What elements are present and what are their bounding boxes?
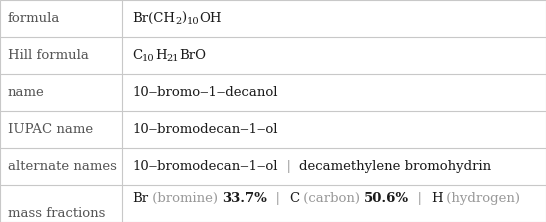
Text: 10‒bromo‒1‒decanol: 10‒bromo‒1‒decanol xyxy=(132,86,277,99)
Text: 10: 10 xyxy=(186,17,199,26)
Text: formula: formula xyxy=(8,12,61,25)
Text: (carbon): (carbon) xyxy=(299,192,364,205)
Text: mass fractions: mass fractions xyxy=(8,207,105,220)
Text: OH: OH xyxy=(199,12,222,25)
Text: |: | xyxy=(410,192,431,205)
Text: 21: 21 xyxy=(167,54,179,63)
Text: Br(CH: Br(CH xyxy=(132,12,175,25)
Text: Br: Br xyxy=(132,192,148,205)
Text: (bromine): (bromine) xyxy=(148,192,222,205)
Text: 10‒bromodecan‒1‒ol: 10‒bromodecan‒1‒ol xyxy=(132,160,277,173)
Text: 10‒bromodecan‒1‒ol: 10‒bromodecan‒1‒ol xyxy=(132,123,277,136)
Text: 10: 10 xyxy=(142,54,155,63)
Text: 33.7%: 33.7% xyxy=(222,192,267,205)
Text: H: H xyxy=(431,192,442,205)
Text: (hydrogen): (hydrogen) xyxy=(442,192,520,205)
Text: H: H xyxy=(155,49,167,62)
Text: C: C xyxy=(132,49,142,62)
Text: 2: 2 xyxy=(175,17,181,26)
Text: alternate names: alternate names xyxy=(8,160,117,173)
Text: ): ) xyxy=(181,12,186,25)
Text: Hill formula: Hill formula xyxy=(8,49,89,62)
Text: 50.6%: 50.6% xyxy=(364,192,410,205)
Text: |: | xyxy=(277,160,299,173)
Text: decamethylene bromohydrin: decamethylene bromohydrin xyxy=(299,160,491,173)
Text: name: name xyxy=(8,86,45,99)
Text: |: | xyxy=(267,192,289,205)
Text: C: C xyxy=(289,192,299,205)
Text: BrO: BrO xyxy=(179,49,206,62)
Text: IUPAC name: IUPAC name xyxy=(8,123,93,136)
